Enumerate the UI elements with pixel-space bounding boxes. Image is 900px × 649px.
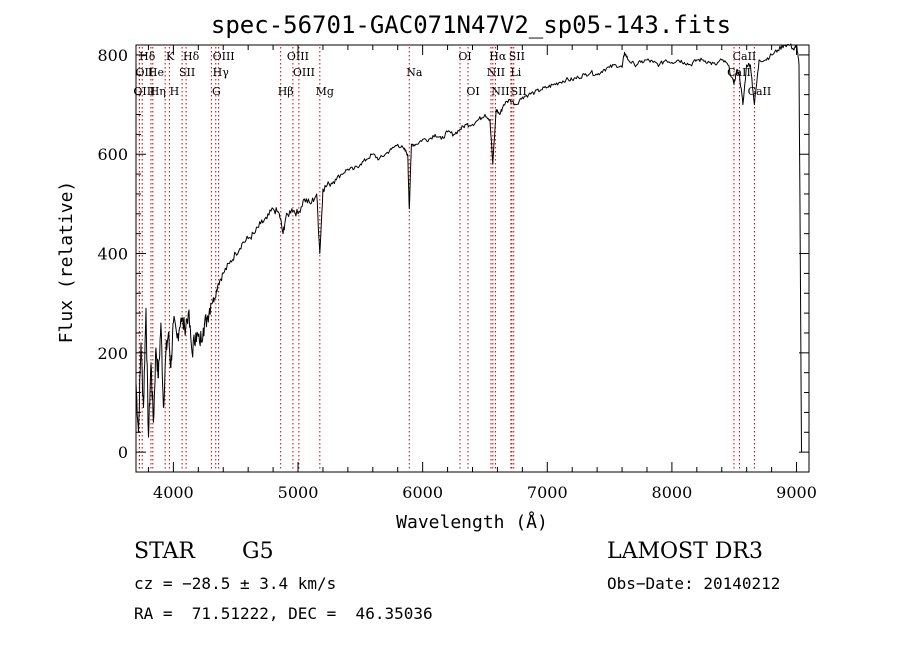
y-tick-label: 600 <box>97 145 128 164</box>
y-axis-label: Flux (relative) <box>56 181 77 344</box>
y-tick-label: 0 <box>118 443 128 462</box>
y-tick-label: 200 <box>97 344 128 363</box>
y-tick-label: 800 <box>97 46 128 65</box>
line-labels: Hδ OII OIII He Hη K SII H Hδ OIII Hγ G OIII OIII Hβ Mg N… <box>133 50 771 98</box>
line-label: OI <box>466 85 479 98</box>
line-label: Hγ <box>213 66 230 79</box>
line-label: He <box>148 66 164 79</box>
y-tick-label: 400 <box>97 245 128 264</box>
coordinates-text: RA = 71.51222, DEC = 46.35036 <box>134 604 433 623</box>
x-tick-label: 6000 <box>402 483 443 502</box>
x-tick-label: 7000 <box>527 483 568 502</box>
line-label: Hα <box>489 50 507 63</box>
line-label: SII <box>509 50 525 63</box>
line-label: H <box>170 85 180 98</box>
redshift-text: cz = −28.5 ± 3.4 km/s <box>134 574 337 593</box>
line-label: NII <box>491 85 509 98</box>
line-label: OIII <box>213 50 235 63</box>
obs-date-text: Obs−Date: 20140212 <box>607 574 781 593</box>
line-label: CaII <box>727 66 751 79</box>
line-label: K <box>166 50 175 63</box>
chart-title: spec-56701-GAC071N47V2_sp05-143.fits <box>211 11 731 39</box>
spectrum-series <box>135 43 802 453</box>
subclass-label: G5 <box>242 539 274 564</box>
line-label: Hβ <box>278 85 294 98</box>
line-label: SII <box>179 66 195 79</box>
line-label: G <box>212 85 221 98</box>
x-tick-label: 8000 <box>652 483 693 502</box>
line-label: CaII <box>748 85 772 98</box>
line-label: Li <box>510 66 521 79</box>
axis-ticks <box>136 45 809 473</box>
line-label: NII <box>487 66 505 79</box>
plot-frame <box>135 44 810 473</box>
line-label: SII <box>511 85 527 98</box>
line-label: OI <box>458 50 471 63</box>
line-label: Hη <box>150 85 166 98</box>
line-label: OIII <box>133 85 155 98</box>
class-label: STAR <box>134 539 195 564</box>
x-tick-label: 9000 <box>776 483 817 502</box>
line-label: Hδ <box>139 50 156 63</box>
line-label: Na <box>406 66 423 79</box>
line-label: OIII <box>293 66 315 79</box>
x-axis-label: Wavelength (Å) <box>396 511 548 533</box>
survey-label: LAMOST DR3 <box>607 539 763 564</box>
x-tick-label: 4000 <box>153 483 194 502</box>
x-tick-label: 5000 <box>278 483 319 502</box>
line-label: CaII <box>733 50 757 63</box>
spectrum-line <box>135 43 802 453</box>
line-label: Hδ <box>183 50 200 63</box>
line-label: OIII <box>287 50 309 63</box>
line-label: OII <box>136 66 154 79</box>
line-label: Mg <box>316 85 334 98</box>
axis-tick-labels: 4000 5000 6000 7000 8000 9000 0 200 400 600 800 <box>97 46 816 502</box>
emission-line-markers <box>138 47 755 470</box>
